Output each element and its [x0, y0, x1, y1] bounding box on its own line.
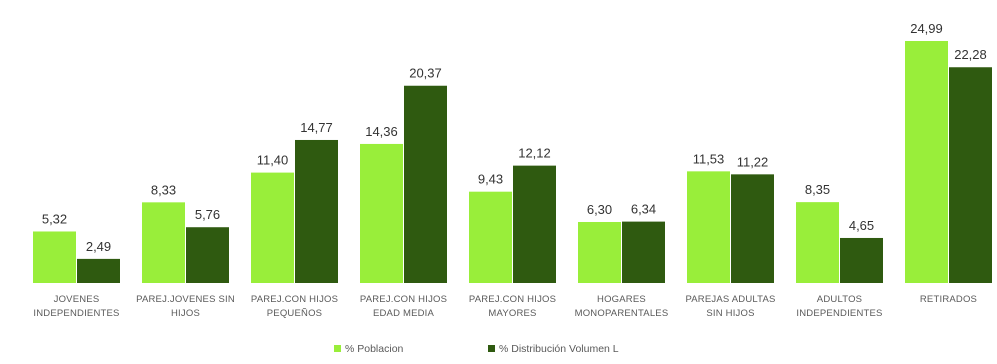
bar-volumen-0 [77, 258, 120, 283]
data-label-poblacion-8: 24,99 [910, 21, 943, 36]
data-label-poblacion-7: 8,35 [805, 182, 830, 197]
bar-volumen-7 [840, 237, 883, 283]
category-label-line: PAREJAS ADULTAS [685, 294, 775, 305]
legend: % Poblacion % Distribución Volumen L [334, 343, 619, 355]
category-label-line: EDAD MEDIA [373, 308, 435, 319]
bars-layer [33, 41, 992, 284]
data-label-poblacion-5: 6,30 [587, 202, 612, 217]
category-label-line: HOGARES [597, 294, 646, 305]
bar-poblacion-1 [142, 202, 185, 283]
category-label-line: PAREJ.CON HIJOS [251, 294, 338, 305]
category-label-line: PEQUEÑOS [267, 308, 322, 319]
bar-volumen-1 [186, 227, 229, 283]
data-label-volumen-0: 2,49 [86, 239, 111, 254]
data-label-poblacion-0: 5,32 [42, 211, 67, 226]
category-labels-layer: JOVENES INDEPENDIENTES PAREJ.JOVENES SIN HI… [33, 294, 977, 319]
category-label-line: INDEPENDIENTES [796, 308, 882, 319]
bar-poblacion-3 [360, 143, 403, 283]
category-label-line: JOVENES [54, 294, 100, 305]
data-label-poblacion-4: 9,43 [478, 172, 503, 187]
data-label-poblacion-6: 11,53 [693, 151, 725, 166]
category-label-line: RETIRADOS [920, 294, 977, 305]
legend-swatch-volumen [488, 345, 495, 352]
data-label-poblacion-3: 14,36 [365, 124, 398, 139]
category-label-3: PAREJ.CON HIJOS EDAD MEDIA [360, 294, 447, 319]
category-label-line: ADULTOS [817, 294, 862, 305]
category-label-1: PAREJ.JOVENES SIN HIJOS [136, 294, 235, 319]
category-label-8: RETIRADOS [920, 294, 977, 305]
data-label-poblacion-2: 11,40 [257, 153, 289, 168]
bar-volumen-8 [949, 67, 992, 284]
data-label-volumen-8: 22,28 [954, 47, 987, 62]
data-label-volumen-1: 5,76 [195, 207, 220, 222]
bar-volumen-2 [295, 139, 338, 283]
category-label-0: JOVENES INDEPENDIENTES [33, 294, 119, 319]
data-label-poblacion-1: 8,33 [151, 182, 176, 197]
category-label-line: PAREJ.CON HIJOS [360, 294, 447, 305]
legend-label-volumen: % Distribución Volumen L [499, 343, 619, 355]
category-label-line: MONOPARENTALES [575, 308, 669, 319]
bar-volumen-6 [731, 174, 774, 283]
bar-volumen-3 [404, 85, 447, 283]
bar-volumen-4 [513, 165, 556, 283]
category-label-line: MAYORES [488, 308, 536, 319]
legend-swatch-poblacion [334, 345, 341, 352]
category-label-line: INDEPENDIENTES [33, 308, 119, 319]
category-label-line: HIJOS [171, 308, 200, 319]
bar-poblacion-8 [905, 41, 948, 283]
category-label-4: PAREJ.CON HIJOS MAYORES [469, 294, 556, 319]
category-label-6: PAREJAS ADULTAS SIN HIJOS [685, 294, 775, 319]
bar-poblacion-2 [251, 172, 294, 283]
bar-poblacion-4 [469, 191, 512, 283]
data-label-volumen-6: 11,22 [737, 154, 769, 169]
category-label-line: SIN HIJOS [706, 308, 754, 319]
category-label-5: HOGARES MONOPARENTALES [575, 294, 669, 319]
bar-poblacion-0 [33, 231, 76, 283]
category-label-line: PAREJ.CON HIJOS [469, 294, 556, 305]
value-labels-layer: 5,32 2,49 8,33 5,76 11,40 14,77 14,36 20,37 9,43… [42, 21, 987, 254]
bar-poblacion-5 [578, 221, 621, 283]
bar-poblacion-7 [796, 202, 839, 283]
category-label-7: ADULTOS INDEPENDIENTES [796, 294, 882, 319]
data-label-volumen-7: 4,65 [849, 218, 874, 233]
bar-volumen-5 [622, 221, 665, 283]
data-label-volumen-3: 20,37 [409, 66, 442, 81]
data-label-volumen-2: 14,77 [300, 120, 333, 135]
legend-label-poblacion: % Poblacion [345, 343, 404, 355]
category-label-2: PAREJ.CON HIJOS PEQUEÑOS [251, 294, 338, 319]
category-label-line: PAREJ.JOVENES SIN [136, 294, 235, 305]
data-label-volumen-4: 12,12 [518, 146, 551, 161]
data-label-volumen-5: 6,34 [631, 202, 656, 217]
bar-poblacion-6 [687, 171, 730, 283]
